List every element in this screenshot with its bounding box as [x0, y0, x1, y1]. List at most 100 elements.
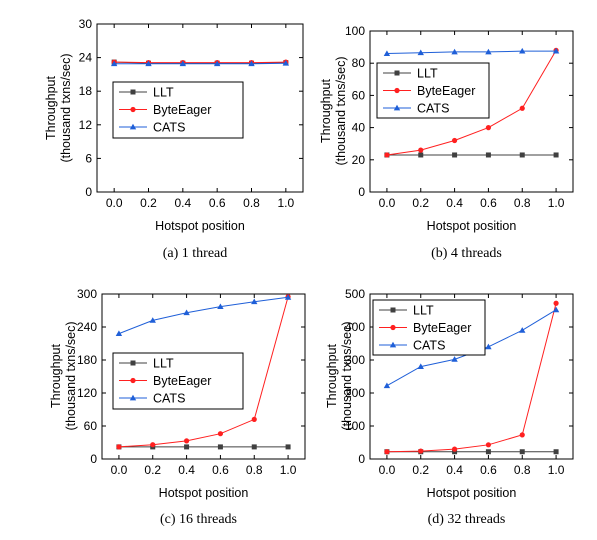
legend-label: ByteEager [417, 84, 475, 98]
data-point [553, 449, 559, 455]
y-tick-label: 24 [79, 51, 93, 65]
x-tick-label: 0.0 [106, 196, 123, 210]
legend-marker [130, 89, 136, 95]
y-axis-label-line-2: (thousand txns/sec) [59, 53, 73, 162]
x-tick-label: 0.0 [111, 463, 128, 477]
data-point [519, 432, 525, 438]
x-tick-label: 1.0 [548, 196, 565, 210]
data-point [485, 449, 491, 455]
y-axis-label: Throughput(thousand txns/sec) [49, 321, 78, 430]
series-line [386, 50, 557, 55]
y-tick-label: 100 [345, 24, 365, 38]
legend-marker [389, 341, 397, 348]
x-axis-label: Hotspot position [427, 486, 517, 500]
data-point [553, 300, 559, 306]
data-point [418, 448, 424, 454]
data-point [519, 449, 525, 455]
y-tick-label: 300 [77, 287, 97, 301]
data-point [417, 49, 424, 56]
y-axis-label: Throughput(thousand txns/sec) [325, 321, 354, 430]
y-tick-label: 12 [79, 118, 93, 132]
data-point [149, 317, 156, 323]
y-axis-label-line-2: (thousand txns/sec) [64, 321, 78, 430]
data-point [116, 444, 122, 450]
y-tick-label: 240 [77, 320, 97, 334]
panel-caption: (d) 32 threads [428, 512, 506, 527]
legend-label: LLT [153, 357, 174, 371]
x-tick-label: 0.4 [446, 463, 463, 477]
y-tick-label: 180 [77, 353, 97, 367]
chart-panel-2: 0 20 40 60 80 100 0.0 0.2 0.4 0.6 0.8 1.0 Hotspot po… [319, 24, 574, 261]
data-point [418, 152, 424, 158]
y-tick-label: 0 [358, 185, 365, 199]
x-tick-label: 1.0 [280, 463, 297, 477]
series-line [386, 303, 557, 453]
legend-marker [130, 377, 136, 384]
x-tick-label: 0.2 [144, 463, 161, 477]
data-point [552, 306, 560, 313]
data-point [285, 444, 291, 450]
y-tick-label: 120 [77, 386, 97, 400]
legend-label: CATS [417, 102, 449, 116]
x-tick-label: 0.6 [480, 196, 497, 210]
x-tick-label: 0.4 [178, 463, 195, 477]
data-point [519, 327, 526, 333]
legend-marker [393, 104, 401, 111]
y-axis-label: Throughput(thousand txns/sec) [319, 56, 348, 165]
data-point [183, 438, 190, 444]
data-point [418, 147, 424, 153]
plot-frame [101, 293, 306, 460]
y-tick-label: 0 [358, 452, 365, 466]
data-point [552, 47, 560, 54]
data-point [115, 330, 123, 336]
x-tick-label: 0.0 [379, 463, 396, 477]
series-line [114, 62, 286, 65]
data-point [184, 444, 190, 450]
x-tick-label: 1.0 [277, 196, 294, 210]
chart-panel-4: 0 100 200 300 400 500 0.0 0.2 0.4 0.6 0.8 1.0 Hotspo… [325, 287, 574, 527]
data-point [150, 442, 156, 448]
legend-marker [390, 324, 396, 331]
data-point [451, 48, 458, 55]
data-point [179, 60, 187, 67]
data-point [452, 449, 458, 455]
y-axis-label-line-1: Throughput [44, 76, 58, 140]
data-point [519, 105, 525, 111]
x-tick-label: 0.2 [140, 196, 157, 210]
data-point [384, 152, 390, 158]
data-point [251, 416, 257, 422]
data-point [145, 60, 152, 67]
y-axis-label-line-1: Throughput [49, 344, 63, 408]
series-byteeager [384, 300, 559, 455]
data-point [553, 152, 559, 158]
y-axis-label-line-1: Throughput [319, 79, 333, 143]
legend-marker [129, 123, 137, 130]
x-axis-label: Hotspot position [427, 219, 517, 233]
y-axis-label: Throughput(thousand txns/sec) [44, 53, 73, 162]
y-tick-label: 30 [79, 17, 93, 31]
x-tick-label: 0.4 [446, 196, 463, 210]
data-point [284, 294, 292, 300]
data-point [519, 47, 526, 54]
data-point [383, 50, 391, 56]
data-point [451, 137, 458, 144]
y-tick-label: 18 [79, 84, 93, 98]
y-axis-label-line-2: (thousand txns/sec) [340, 321, 354, 430]
plot-frame [369, 30, 574, 193]
data-point [485, 343, 492, 350]
y-tick-label: 100 [345, 419, 365, 433]
series-cats [115, 294, 292, 336]
data-point [519, 152, 525, 158]
legend-label: LLT [153, 86, 174, 100]
series-llt [384, 152, 559, 158]
x-tick-label: 0.8 [514, 463, 531, 477]
y-axis-label-line-1: Throughput [325, 344, 339, 408]
legend-marker [130, 360, 136, 366]
legend-marker [394, 87, 400, 94]
panel-caption: (b) 4 threads [431, 246, 502, 261]
legend-label: LLT [417, 67, 438, 81]
data-point [213, 60, 221, 67]
data-point [485, 125, 492, 131]
y-tick-label: 40 [352, 121, 366, 135]
